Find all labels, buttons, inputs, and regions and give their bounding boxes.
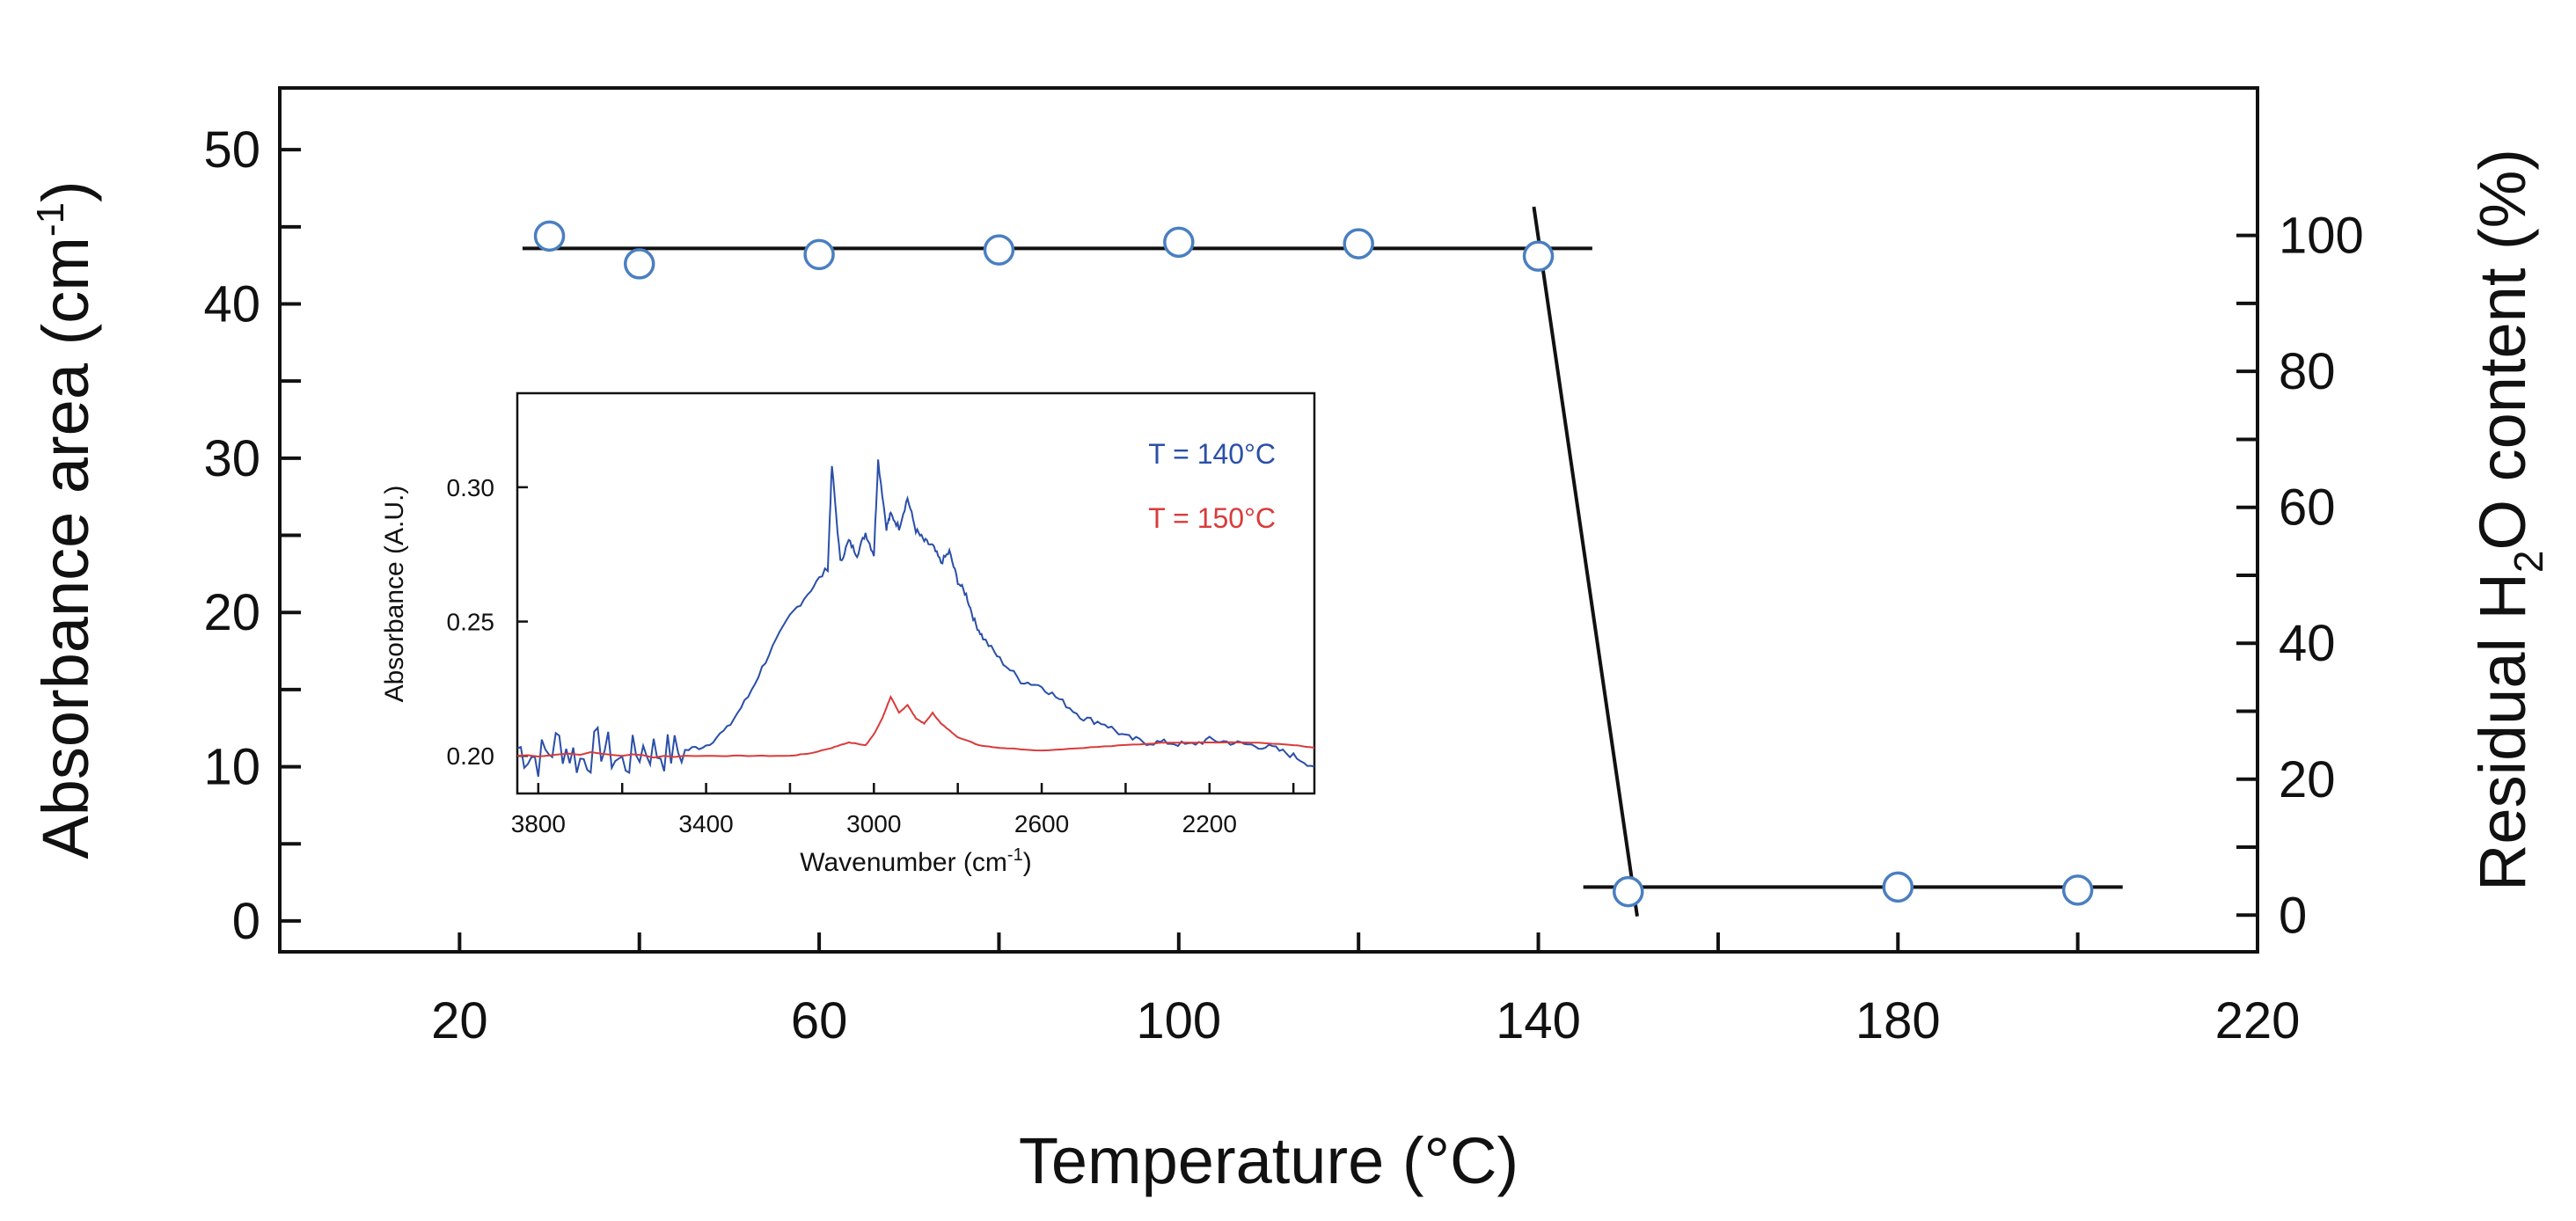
inset-axis-ticks: 3800 3400 3000 2600 2200 0.20 0.25 0.30 [447,474,1295,837]
main-y-tick-label: 10 [203,739,260,796]
main-x-tick-label: 60 [791,992,848,1049]
main-y2-tick-label: 20 [2279,751,2336,808]
main-y-tick-label: 30 [203,430,260,487]
legend-entry-150C: T = 150°C [1148,502,1276,534]
data-point [1522,240,1555,272]
main-y2-tick-label: 100 [2279,208,2364,265]
main-x-tick-label: 140 [1496,992,1581,1049]
main-y-tick-label: 20 [203,584,260,641]
main-x-tick-label: 20 [431,992,488,1049]
main-y-axis-label-superscript: -1 [29,202,72,237]
data-point [1612,875,1644,908]
inset-x-tick-label: 2200 [1182,810,1237,837]
inset-x-axis-label-superscript: -1 [1007,845,1023,865]
inset-x-tick-label: 3000 [846,810,901,837]
main-plot-frame [278,86,2259,954]
main-x-tick-label: 180 [1855,992,1941,1049]
inset-y-tick-label: 0.25 [447,609,495,636]
fit-line [1532,206,1639,917]
main-y2-axis-label-subscript: 2 [2506,550,2551,573]
data-point [1163,226,1195,259]
main-y2-tick-label: 40 [2279,615,2336,672]
inset-y-tick-label: 0.20 [447,742,495,770]
inset-plot-background [517,393,1314,793]
main-y-tick-label: 50 [203,121,260,179]
main-y-tick-label: 40 [203,276,260,333]
data-point [623,248,655,280]
main-data-points [533,220,2094,908]
inset-plot-frame [516,391,1316,795]
inset-x-tick-label: 3400 [678,810,733,837]
legend-entry-140C: T = 140°C [1148,438,1276,470]
inset-x-axis-label: Wavenumber (cm-1) [800,845,1031,877]
inset-y-tick-label: 0.30 [447,474,495,501]
main-y2-tick-label: 60 [2279,479,2336,537]
main-y2-tick-label: 80 [2279,343,2336,400]
data-point [803,238,835,271]
main-x-tick-label: 220 [2215,992,2301,1049]
spectrum-line-150C [516,694,1315,759]
data-point [533,220,566,252]
main-y-tick-label: 0 [232,893,260,950]
data-point [1343,228,1374,260]
main-y2-axis-label: Residual H2O content (%) [2466,149,2551,891]
data-point [1882,871,1914,903]
main-fit-lines [522,206,2123,917]
inset-x-tick-label: 3800 [511,810,566,837]
main-y-axis-label: Absorbance area (cm-1) [29,180,102,859]
inset-y-axis-label: Absorbance (A.U.) [380,486,409,703]
inset-x-tick-label: 2600 [1014,810,1069,837]
main-x-axis-label: Temperature (°C) [1019,1124,1519,1197]
main-x-tick-label: 100 [1136,992,1221,1049]
inset-spectra [516,459,1315,778]
data-point [2061,874,2094,906]
spectrum-line-140C [516,459,1315,778]
data-point [983,234,1015,266]
main-y2-tick-label: 0 [2279,887,2307,944]
